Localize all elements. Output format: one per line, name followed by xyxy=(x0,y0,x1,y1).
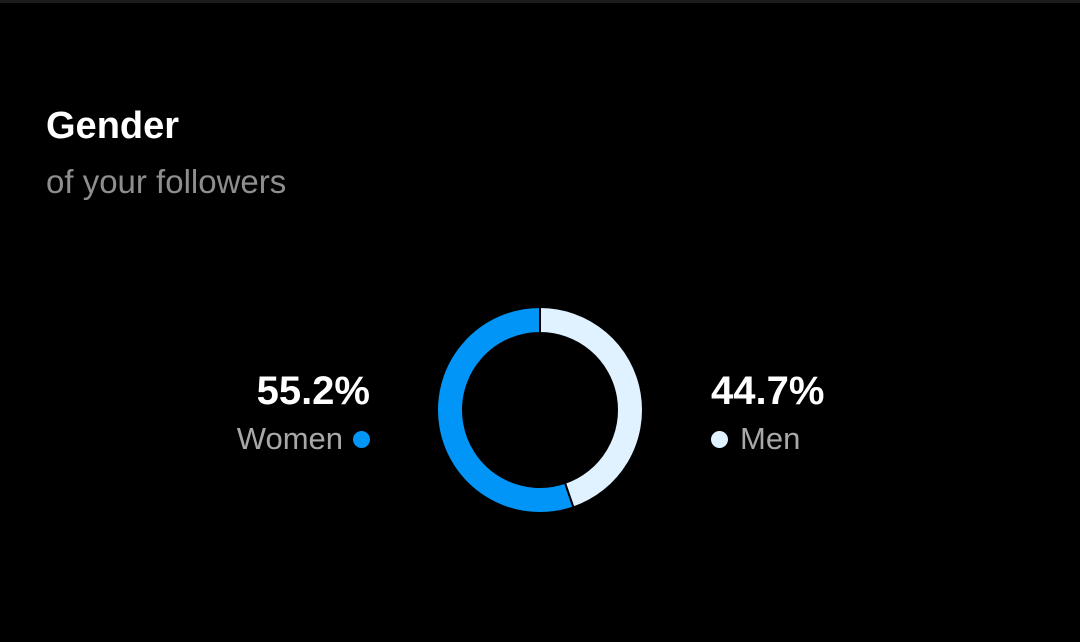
men-legend: Men xyxy=(711,420,824,458)
women-label: Women xyxy=(236,421,343,456)
women-legend: Women xyxy=(237,420,370,458)
gender-donut-chart xyxy=(436,305,644,514)
women-slice xyxy=(436,305,575,514)
chart-subtitle: of your followers xyxy=(46,163,287,200)
men-percentage: 44.7% xyxy=(711,369,825,413)
women-stat: 55.2% Women xyxy=(237,368,370,458)
men-legend-dot xyxy=(711,430,728,448)
men-stat: 44.7% Men xyxy=(711,368,824,458)
top-border xyxy=(0,0,1080,3)
men-slice xyxy=(539,305,644,509)
men-label: Men xyxy=(740,421,801,456)
chart-title: Gender xyxy=(46,105,180,147)
women-percentage: 55.2% xyxy=(256,369,370,413)
women-legend-dot xyxy=(353,430,370,448)
